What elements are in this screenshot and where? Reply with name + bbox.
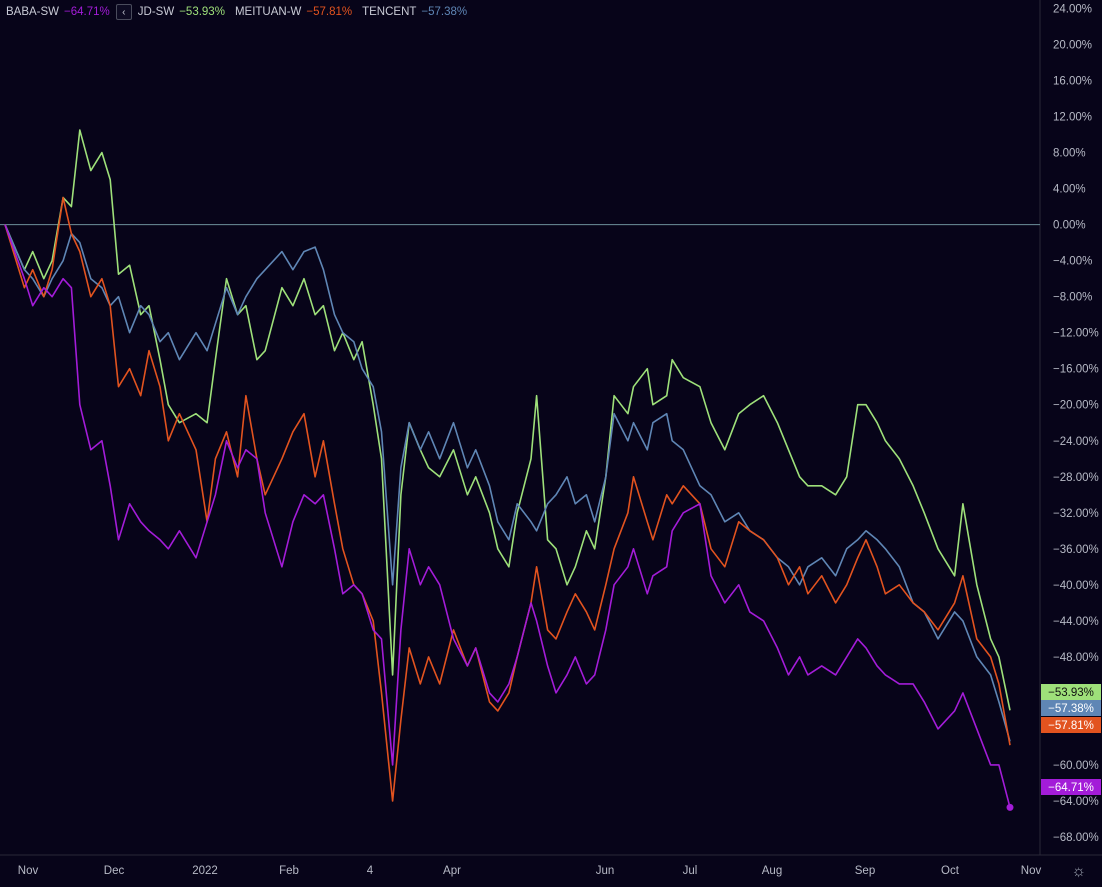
y-tick-label: 24.00% [1053, 4, 1092, 16]
y-tick-label: −68.00% [1053, 832, 1099, 844]
series-line-tencent[interactable] [4, 224, 1011, 742]
series-line-jd-sw[interactable] [4, 129, 1011, 711]
x-tick-label: 4 [367, 865, 374, 877]
x-tick-label: Sep [855, 865, 875, 877]
last-value-tag-baba-sw: −64.71% [1041, 779, 1101, 795]
legend-symbol: BABA-SW [6, 6, 60, 18]
y-tick-label: 12.00% [1053, 112, 1092, 124]
legend-change: −53.93% [179, 6, 225, 18]
x-tick-label: Feb [279, 865, 299, 877]
legend-item-jd-sw[interactable]: JD-SW −53.93% [138, 6, 225, 18]
y-tick-label: −48.00% [1053, 652, 1099, 664]
chevron-left-icon[interactable]: ‹ [115, 4, 132, 20]
y-tick-label: −64.00% [1053, 796, 1099, 808]
x-tick-label: Jul [683, 865, 698, 877]
y-tick-label: −44.00% [1053, 616, 1099, 628]
last-value-label: −53.93% [1048, 687, 1094, 699]
last-value-label: −57.81% [1048, 720, 1094, 732]
x-tick-label: Oct [941, 865, 960, 877]
x-tick-label: Apr [443, 865, 461, 877]
last-value-tag-tencent: −57.38% [1041, 700, 1101, 716]
legend-item-meituan-w[interactable]: MEITUAN-W −57.81% [235, 6, 352, 18]
last-value-tag-jd-sw: −53.93% [1041, 684, 1101, 700]
legend-change: −64.71% [64, 6, 110, 18]
legend-item-baba-sw[interactable]: BABA-SW −64.71% [6, 6, 110, 18]
legend-item-tencent[interactable]: TENCENT −57.38% [362, 6, 467, 18]
y-tick-label: −40.00% [1053, 580, 1099, 592]
y-tick-label: −4.00% [1053, 256, 1092, 268]
last-value-label: −57.38% [1048, 703, 1094, 715]
last-point-marker [1006, 803, 1014, 811]
y-tick-label: 0.00% [1053, 220, 1086, 232]
series-line-meituan-w[interactable] [4, 196, 1011, 802]
y-tick-label: 8.00% [1053, 148, 1086, 160]
x-tick-label: Nov [1021, 865, 1042, 877]
last-value-label: −64.71% [1048, 782, 1094, 794]
x-tick-label: 2022 [192, 865, 218, 877]
legend-change: −57.81% [306, 6, 353, 18]
gear-icon[interactable]: ☼ [1071, 863, 1086, 880]
y-tick-label: −28.00% [1053, 472, 1099, 484]
y-tick-label: 16.00% [1053, 76, 1092, 88]
y-tick-label: −20.00% [1053, 400, 1099, 412]
y-tick-label: −8.00% [1053, 292, 1092, 304]
y-tick-label: 20.00% [1053, 40, 1092, 52]
legend-symbol: JD-SW [137, 6, 175, 18]
legend-symbol: TENCENT [362, 6, 417, 18]
y-tick-label: −24.00% [1053, 436, 1099, 448]
y-tick-label: −60.00% [1053, 760, 1099, 772]
last-value-tag-meituan-w: −57.81% [1041, 717, 1101, 733]
y-tick-label: −16.00% [1053, 364, 1099, 376]
y-tick-label: 4.00% [1053, 184, 1086, 196]
legend-symbol: MEITUAN-W [234, 6, 302, 18]
legend: BABA-SW −64.71% ‹ JD-SW −53.93% MEITUAN-W −57.… [6, 4, 477, 20]
series-line-baba-sw[interactable] [4, 224, 1011, 808]
x-tick-label: Nov [18, 865, 39, 877]
x-tick-label: Jun [596, 865, 615, 877]
x-tick-label: Aug [762, 865, 782, 877]
y-tick-label: −12.00% [1053, 328, 1099, 340]
legend-change: −57.38% [421, 6, 468, 18]
y-tick-label: −36.00% [1053, 544, 1099, 556]
x-tick-label: Dec [104, 865, 125, 877]
y-tick-label: −32.00% [1053, 508, 1099, 520]
